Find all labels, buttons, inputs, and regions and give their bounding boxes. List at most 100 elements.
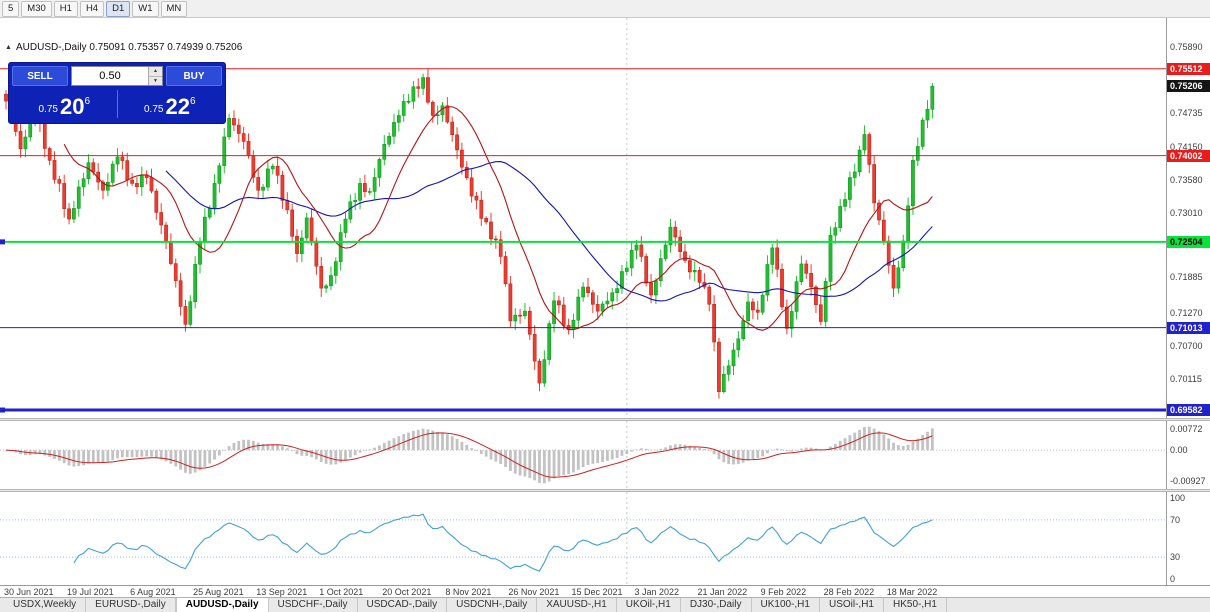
sell-button[interactable]: SELL [12,66,68,86]
date-axis-label: 1 Oct 2021 [319,587,364,597]
macd-axis-max: 0.00772 [1170,424,1203,434]
rsi-axis-label: 100 [1170,493,1186,503]
rsi-axis-label: 0 [1170,574,1176,584]
chart-tab-usoil-h1[interactable]: USOil-,H1 [820,598,884,612]
date-axis-label: 15 Dec 2021 [571,587,623,597]
chart-tab-ukoil-h1[interactable]: UKOil-,H1 [617,598,681,612]
level-tag-71013: 0.71013 [1167,321,1210,334]
date-axis-label: 19 Jul 2021 [67,587,114,597]
chart-tab-usdcad-daily[interactable]: USDCAD-,Daily [358,598,448,612]
candlestick-layer [4,68,935,399]
candlestick-chart-canvas[interactable] [0,18,1166,418]
chart-title-ohlc: 0.75091 0.75357 0.74939 0.75206 [89,42,243,53]
price-axis-label: 0.70115 [1170,374,1202,385]
rsi-line [73,513,933,572]
chart-tab-usdx-weekly[interactable]: USDX,Weekly [4,598,87,612]
timeframe-button-w1[interactable]: W1 [132,0,159,17]
sell-price-sup: 6 [84,96,90,107]
price-axis-label: 0.73010 [1170,207,1203,218]
sell-price[interactable]: 0.75 20 6 [12,88,117,120]
price-divider [116,90,118,118]
price-axis-label: 0.74735 [1170,108,1203,119]
one-click-collapse-icon[interactable]: ▲ [5,44,12,51]
chart-title-symbol: AUDUSD-,Daily [16,42,87,53]
price-axis-label: 0.71885 [1170,272,1203,283]
volume-field: ▲ ▼ [71,66,163,86]
price-axis-label: 0.70700 [1170,340,1203,351]
date-axis[interactable]: 30 Jun 2021 19 Jul 2021 6 Aug 2021 25 Aug 2… [0,585,1210,597]
date-axis-label: 20 Oct 2021 [382,587,432,597]
level-tag-75512: 0.75512 [1167,62,1210,75]
timeframe-toolbar: 5 M30 H1 H4 D1 W1 MN [0,0,1210,18]
buy-price-big: 22 [165,94,190,119]
buy-price[interactable]: 0.75 22 6 [118,88,223,120]
volume-decrease-button[interactable]: ▼ [149,76,162,85]
rsi-axis[interactable]: 100 70 30 0 [1166,492,1210,585]
timeframe-button-mn[interactable]: MN [160,0,188,17]
buy-price-prefix: 0.75 [143,104,164,115]
date-axis-label: 18 Mar 2022 [886,587,938,597]
date-axis-label: 8 Nov 2021 [445,587,492,597]
volume-stepper: ▲ ▼ [148,67,162,85]
date-axis-label: 9 Feb 2022 [760,587,807,597]
chart-title: AUDUSD-,Daily 0.75091 0.75357 0.74939 0.… [16,42,242,53]
one-click-trading-panel: SELL ▲ ▼ BUY 0.75 20 6 0.75 [8,62,226,124]
ma-fast-line [63,106,933,331]
timeframe-button-5[interactable]: 5 [2,0,20,17]
date-axis-label: 26 Nov 2021 [508,587,560,597]
date-axis-label: 6 Aug 2021 [130,587,176,597]
macd-histogram [4,426,934,484]
chart-tab-xauusd-h1[interactable]: XAUUSD-,H1 [537,598,617,612]
date-axis-label: 25 Aug 2021 [193,587,244,597]
macd-panel: MACD(12,26,9)0.0069480.004518 [0,421,1166,489]
chart-tab-hk50-h1[interactable]: HK50-,H1 [884,598,947,612]
buy-price-sup: 6 [189,96,196,107]
timeframe-button-h1[interactable]: H1 [53,0,78,17]
macd-chart-canvas[interactable] [0,421,1166,489]
date-axis-label: 3 Jan 2022 [634,587,680,597]
main-chart-panel: ▲ AUDUSD-,Daily 0.75091 0.75357 0.74939 … [0,18,1166,418]
panel-splitter[interactable] [0,418,1210,421]
chart-tab-usdchf-daily[interactable]: USDCHF-,Daily [269,598,358,612]
volume-increase-button[interactable]: ▲ [149,67,162,77]
level-tag-72504: 0.72504 [1167,235,1210,248]
timeframe-button-m30[interactable]: M30 [21,0,52,17]
date-axis-label: 30 Jun 2021 [4,587,54,597]
chart-tab-eurusd-daily[interactable]: EURUSD-,Daily [86,598,176,612]
chart-tab-usdcnh-daily[interactable]: USDCNH-,Daily [447,598,538,612]
price-axis-label: 0.71270 [1170,307,1203,318]
date-axis-label: 28 Feb 2022 [823,587,875,597]
timeframe-button-d1[interactable]: D1 [106,0,131,17]
price-axis-label: 0.75890 [1170,42,1203,52]
support-line-72504-handle[interactable] [0,239,5,245]
support-line-69582-handle[interactable] [0,407,5,413]
sell-price-prefix: 0.75 [38,104,58,115]
ma-slow-line [165,160,933,302]
level-tag-74002: 0.74002 [1167,149,1210,162]
rsi-axis-label: 30 [1170,552,1181,563]
macd-axis[interactable]: 0.00772 0.00 -0.00927 [1166,421,1210,489]
buy-button[interactable]: BUY [166,66,222,86]
sell-price-big: 20 [59,94,85,119]
rsi-panel: RSI(14)68.1731 [0,492,1166,585]
macd-axis-min: -0.00927 [1170,476,1206,486]
timeframe-button-h4[interactable]: H4 [79,0,105,17]
chart-tab-dj30-daily[interactable]: DJ30-,Daily [681,598,752,612]
rsi-chart-canvas[interactable] [0,492,1166,585]
price-axis-label: 0.73580 [1170,174,1203,185]
price-axis-label: 0.74150 [1170,142,1203,153]
macd-signal-line [5,432,933,478]
volume-input[interactable] [72,67,148,85]
date-axis-label: 13 Sep 2021 [256,587,308,597]
level-tag-69582: 0.69582 [1167,404,1210,417]
price-axis[interactable]: 0.75890 0.74735 0.74150 0.73580 0.73010 0.718… [1166,18,1210,418]
macd-axis-zero: 0.00 [1170,445,1188,456]
current-price-tag: 0.75206 [1167,80,1210,93]
panel-splitter[interactable] [0,489,1210,492]
chart-tabbar: USDX,Weekly EURUSD-,Daily AUDUSD-,Daily USD… [0,597,1210,612]
chart-tab-audusd-daily[interactable]: AUDUSD-,Daily [175,598,269,612]
chart-tab-uk100-h1[interactable]: UK100-,H1 [752,598,820,612]
rsi-axis-label: 70 [1170,514,1181,525]
date-axis-label: 21 Jan 2022 [697,587,748,597]
